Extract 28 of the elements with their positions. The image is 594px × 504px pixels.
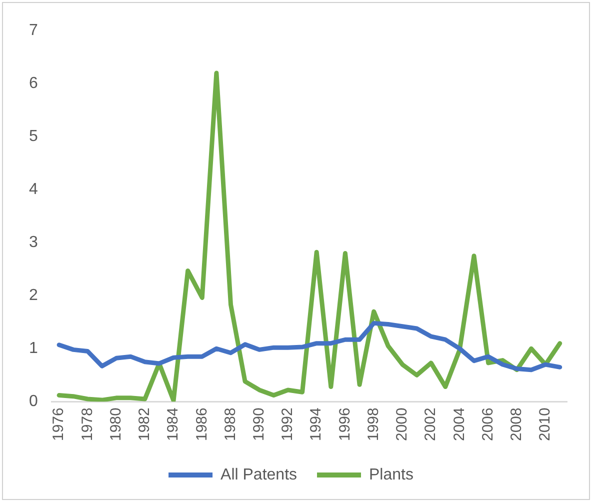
y-tick-label: 7 [28, 22, 38, 40]
x-tick-label: 1996 [336, 408, 354, 442]
x-tick-label: 1982 [136, 408, 154, 442]
x-tick-label: 1988 [222, 408, 239, 442]
x-tick-label: 1998 [364, 408, 382, 442]
x-tick-label: 1984 [164, 408, 182, 442]
x-tick-label: 1992 [279, 408, 296, 442]
x-tick-label: 1978 [78, 408, 96, 442]
legend-label: Plants [369, 466, 414, 484]
x-tick-label: 1994 [308, 408, 325, 442]
legend-label: All Patents [220, 466, 298, 484]
y-tick-label: 0 [28, 393, 38, 410]
y-tick-label: 5 [28, 128, 38, 146]
x-tick-label: 2008 [508, 408, 526, 442]
x-tick-label: 2004 [450, 408, 468, 442]
x-tick-label: 1986 [193, 408, 210, 442]
y-tick-label: 6 [28, 75, 38, 92]
y-tick-label: 3 [28, 234, 38, 252]
y-tick-label: 4 [28, 181, 38, 198]
x-tick-label: 2010 [536, 408, 554, 442]
x-tick-label: 2000 [394, 408, 411, 442]
x-tick-label: 1976 [50, 408, 68, 442]
y-tick-label: 2 [28, 287, 38, 304]
x-tick-label: 2002 [422, 408, 440, 442]
y-tick-label: 1 [28, 340, 38, 358]
x-tick-label: 2006 [479, 408, 496, 442]
x-tick-label: 1990 [250, 408, 268, 442]
x-tick-label: 1980 [107, 408, 124, 442]
